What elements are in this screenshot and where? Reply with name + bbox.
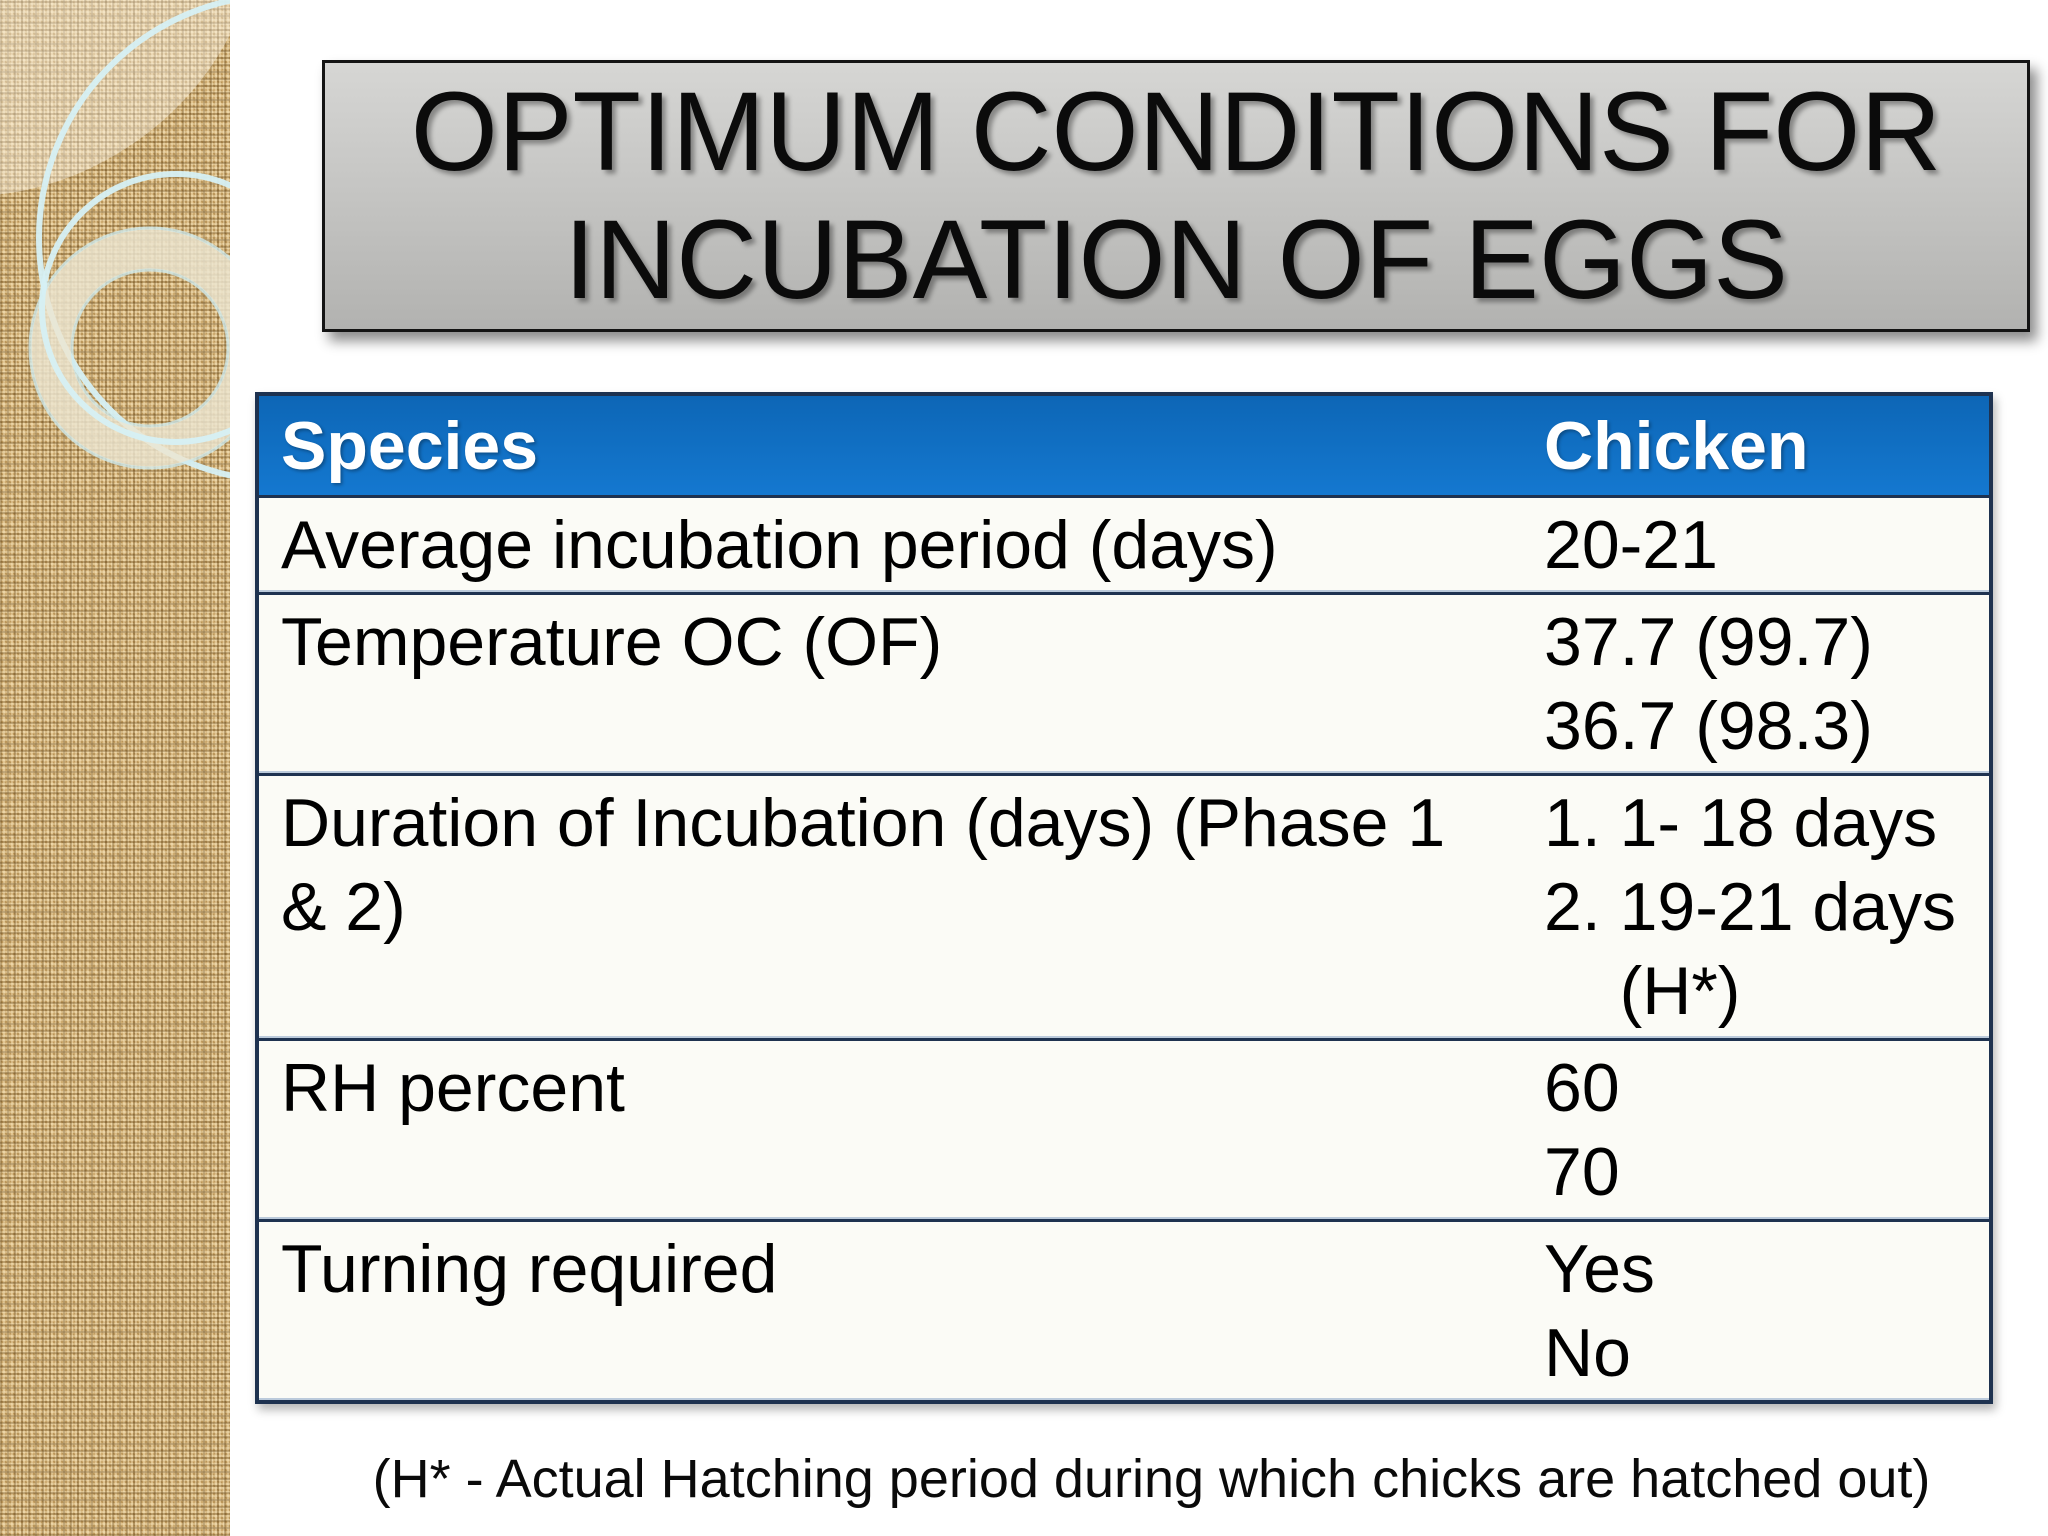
value-line: 20-21 bbox=[1544, 507, 1718, 583]
row-value: 20-21 bbox=[1544, 498, 1989, 592]
value-line: 2. 19-21 days bbox=[1544, 869, 1957, 945]
incubation-conditions-table: Species Chicken Average incubation perio… bbox=[255, 392, 1993, 1404]
cream-donut-inner-edge bbox=[70, 268, 230, 428]
table-row: Temperature OC (OF) 37.7 (99.7) 36.7 (98.… bbox=[259, 592, 1989, 773]
table-body: Average incubation period (days) 20-21 T… bbox=[259, 495, 1989, 1400]
translucent-blob bbox=[0, 0, 230, 197]
row-value: 1. 1- 18 days 2. 19-21 days (H*) bbox=[1544, 776, 1989, 1038]
table-row: Average incubation period (days) 20-21 bbox=[259, 495, 1989, 592]
table-row: Turning required Yes No bbox=[259, 1219, 1989, 1400]
value-line: No bbox=[1544, 1315, 1631, 1391]
row-value: Yes No bbox=[1544, 1222, 1989, 1400]
header-chicken: Chicken bbox=[1544, 407, 1809, 484]
row-label: Average incubation period (days) bbox=[281, 507, 1278, 583]
row-label: RH percent bbox=[281, 1050, 625, 1126]
row-value: 60 70 bbox=[1544, 1041, 1989, 1219]
large-cyan-ring bbox=[36, 0, 230, 479]
value-line: Yes bbox=[1544, 1231, 1655, 1307]
table-header-row: Species Chicken bbox=[259, 396, 1989, 495]
row-value: 37.7 (99.7) 36.7 (98.3) bbox=[1544, 595, 1989, 773]
table-row: Duration of Incubation (days) (Phase 1 &… bbox=[259, 773, 1989, 1038]
sidebar-texture bbox=[0, 0, 230, 1536]
row-label: Turning required bbox=[281, 1231, 778, 1307]
value-line: 36.7 (98.3) bbox=[1544, 688, 1873, 764]
value-line: 1. 1- 18 days bbox=[1544, 785, 1938, 861]
title-box: OPTIMUM CONDITIONS FOR INCUBATION OF EGG… bbox=[322, 60, 2030, 332]
footnote: (H* - Actual Hatching period during whic… bbox=[372, 1449, 1931, 1509]
value-line: 60 bbox=[1544, 1050, 1620, 1126]
row-label: Temperature OC (OF) bbox=[281, 604, 943, 680]
table-row: RH percent 60 70 bbox=[259, 1038, 1989, 1219]
header-species: Species bbox=[281, 407, 539, 484]
decorative-rings bbox=[0, 0, 230, 479]
row-label: Duration of Incubation (days) (Phase 1 &… bbox=[281, 785, 1446, 945]
value-line: (H*) bbox=[1544, 953, 1741, 1029]
page-title: OPTIMUM CONDITIONS FOR INCUBATION OF EGG… bbox=[410, 69, 1942, 322]
value-line: 70 bbox=[1544, 1134, 1620, 1210]
cream-donut-outer-edge bbox=[28, 226, 230, 470]
value-line: 37.7 (99.7) bbox=[1544, 604, 1873, 680]
small-cyan-ring bbox=[39, 171, 230, 445]
cream-donut-ring bbox=[31, 229, 230, 467]
